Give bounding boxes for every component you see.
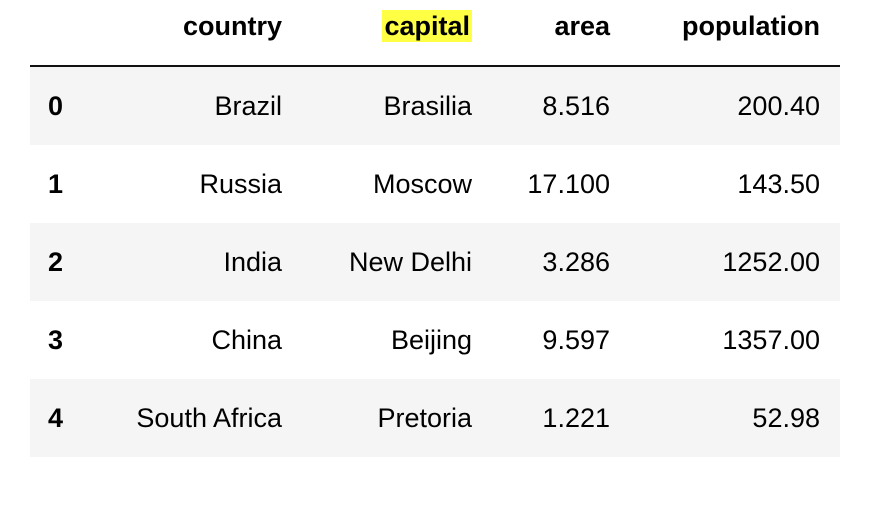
cell-area: 9.597	[542, 325, 610, 355]
row-index: 4	[48, 403, 64, 433]
cell-area: 1.221	[542, 403, 610, 433]
cell-area: 8.516	[542, 91, 610, 121]
header-area: area	[554, 11, 610, 41]
cell-country: South Africa	[136, 403, 282, 433]
row-index: 3	[48, 325, 64, 355]
cell-capital: New Delhi	[348, 247, 472, 277]
table-row: 4 South Africa Pretoria 1.221 52.98	[30, 379, 840, 457]
cell-area: 17.100	[527, 169, 610, 199]
cell-area: 3.286	[542, 247, 610, 277]
table-header-row: country capital area population	[30, 0, 840, 67]
row-index: 0	[48, 91, 64, 121]
table-row: 1 Russia Moscow 17.100 143.50	[30, 145, 840, 223]
header-capital-highlighted: capital	[382, 10, 472, 42]
header-population: population	[682, 11, 820, 41]
cell-country: India	[223, 247, 282, 277]
cell-capital: Moscow	[372, 169, 472, 199]
table-row: 0 Brazil Brasilia 8.516 200.40	[30, 67, 840, 145]
row-index: 1	[48, 169, 64, 199]
table-row: 2 India New Delhi 3.286 1252.00	[30, 223, 840, 301]
cell-capital: Brasilia	[383, 91, 472, 121]
row-index: 2	[48, 247, 64, 277]
cell-country: China	[211, 325, 282, 355]
cell-population: 52.98	[752, 403, 820, 433]
table-row: 3 China Beijing 9.597 1357.00	[30, 301, 840, 379]
cell-country: Brazil	[214, 91, 282, 121]
table-bottom-space	[30, 457, 840, 519]
cell-population: 200.40	[737, 91, 820, 121]
cell-country: Russia	[199, 169, 282, 199]
cell-capital: Pretoria	[377, 403, 472, 433]
cell-population: 1357.00	[722, 325, 820, 355]
header-country: country	[182, 11, 282, 41]
cell-population: 1252.00	[722, 247, 820, 277]
cell-capital: Beijing	[390, 325, 472, 355]
dataframe-table: country capital area population 0 Brazil…	[30, 0, 840, 519]
cell-population: 143.50	[737, 169, 820, 199]
